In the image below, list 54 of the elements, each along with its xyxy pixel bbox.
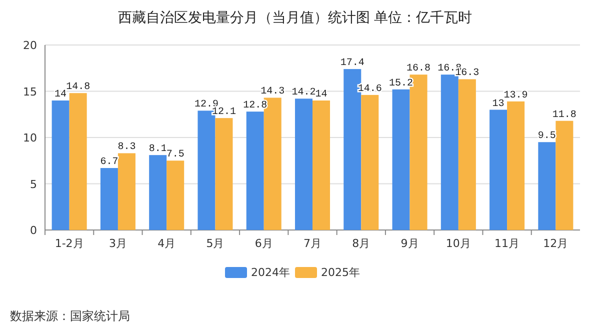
bar	[538, 142, 556, 230]
bar	[361, 94, 379, 230]
data-label: 14.8	[66, 82, 90, 94]
bar	[392, 89, 410, 230]
chart-title: 西藏自治区发电量分月（当月值）统计图 单位：亿千瓦时	[118, 10, 472, 26]
bar	[507, 101, 525, 230]
x-tick-label: 6月	[254, 237, 273, 250]
x-tick-label: 7月	[304, 237, 322, 250]
bar	[69, 93, 87, 230]
data-label: 8.3	[118, 142, 136, 154]
x-tick-label: 1-2月	[54, 237, 84, 250]
data-label: 13.9	[504, 90, 528, 102]
bar	[149, 155, 167, 230]
legend-label: 2024年	[251, 266, 290, 279]
x-tick-label: 10月	[446, 237, 471, 250]
y-tick-label: 10	[23, 132, 37, 144]
y-tick-label: 5	[30, 178, 37, 191]
data-label: 13	[492, 98, 504, 110]
source-note: 数据来源：国家统计局	[10, 309, 130, 323]
bar	[556, 120, 574, 230]
bar	[100, 168, 118, 230]
bar	[312, 100, 330, 230]
data-label: 14	[315, 90, 328, 100]
data-label: 6.7	[100, 157, 118, 168]
y-tick-label: 0	[30, 224, 37, 237]
data-label: 16.8	[406, 64, 431, 75]
x-tick-label: 9月	[400, 237, 419, 250]
bar	[166, 160, 184, 230]
data-label: 17.4	[340, 58, 364, 70]
data-label: 7.5	[166, 150, 184, 161]
bar	[490, 110, 508, 230]
bar	[294, 98, 312, 230]
x-tick-label: 5月	[206, 237, 224, 250]
data-label: 14	[54, 90, 67, 100]
x-tick-label: 11月	[494, 237, 520, 250]
x-tick-label: 12月	[543, 237, 568, 250]
bar	[440, 74, 458, 230]
data-label: 14.3	[260, 86, 285, 98]
bar	[246, 112, 264, 230]
bar	[52, 100, 70, 230]
x-tick-label: 4月	[158, 237, 176, 250]
data-label: 11.8	[552, 110, 576, 121]
x-tick-label: 3月	[108, 237, 127, 250]
y-tick-label: 15	[23, 85, 37, 98]
bar	[458, 79, 476, 230]
legend-label: 2025年	[321, 266, 360, 279]
bar	[215, 118, 233, 230]
x-tick-label: 8月	[352, 237, 370, 250]
data-label: 8.1	[148, 144, 167, 156]
data-label: 12.1	[212, 107, 236, 118]
data-label: 9.5	[538, 131, 556, 142]
data-label: 14.2	[292, 88, 316, 99]
y-tick-label: 20	[23, 39, 37, 52]
bar	[118, 153, 136, 230]
